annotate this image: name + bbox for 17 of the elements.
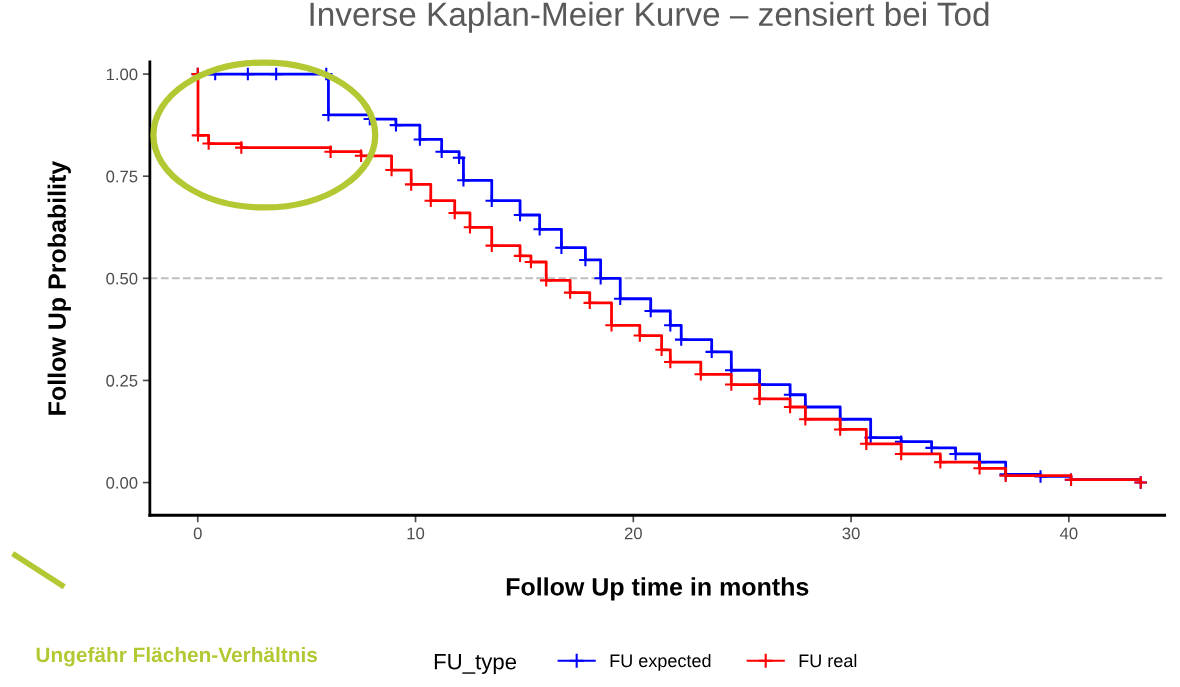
x-tick-label: 20 xyxy=(624,527,642,540)
y-tick-label: 0.50 xyxy=(106,272,138,285)
text: Ungefähr Flächen-Verhältnis xyxy=(36,646,318,667)
chart-title: Inverse Kaplan-Meier Kurve – zensiert bei Tod xyxy=(310,1,989,33)
y-tick-label: 1.00 xyxy=(106,68,138,81)
x-tick-label: 40 xyxy=(1059,527,1078,540)
y-tick-label: 0.25 xyxy=(106,374,138,387)
x-tick-label: 0 xyxy=(193,527,202,540)
legend-label: FU expected xyxy=(610,653,711,671)
x-axis-title: Follow Up time in months xyxy=(506,577,809,601)
y-tick-label: 0.00 xyxy=(106,476,138,489)
x-tick-label: 10 xyxy=(407,527,425,540)
legend-label: FU real xyxy=(799,653,857,668)
legend-title: FU_type xyxy=(434,654,517,674)
x-tick-label: 30 xyxy=(842,527,860,540)
y-tick-label: 0.75 xyxy=(106,170,138,183)
y-axis-title: Follow Up Probability xyxy=(47,160,71,415)
